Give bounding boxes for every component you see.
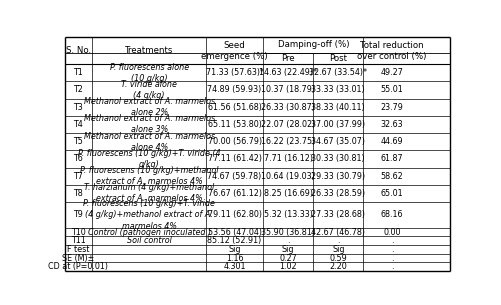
Text: SE (M)±: SE (M)± xyxy=(62,253,95,263)
Text: T2: T2 xyxy=(74,85,83,95)
Text: T. harzianum (4 g/kg)+methanol
extract of A. marmelos 4%: T. harzianum (4 g/kg)+methanol extract o… xyxy=(84,183,214,203)
Text: T4: T4 xyxy=(74,120,83,129)
Text: .: . xyxy=(287,236,290,245)
Text: 71.33 (57.63)*: 71.33 (57.63)* xyxy=(205,68,264,77)
Text: Methanol extract of A. marmelos
alone 3%: Methanol extract of A. marmelos alone 3% xyxy=(84,114,215,135)
Text: 74.89 (59.93): 74.89 (59.93) xyxy=(207,85,262,95)
Text: 32.67 (33.54)*: 32.67 (33.54)* xyxy=(309,68,367,77)
Text: 0.27: 0.27 xyxy=(280,253,297,263)
Text: T8: T8 xyxy=(74,189,83,198)
Text: Methanol extract of A. marmelos
alone 4%: Methanol extract of A. marmelos alone 4% xyxy=(84,132,215,152)
Text: .: . xyxy=(391,236,393,245)
Text: Damping-off (%): Damping-off (%) xyxy=(278,40,349,49)
Text: 61.87: 61.87 xyxy=(381,154,403,163)
Text: T9: T9 xyxy=(74,210,83,219)
Text: Post: Post xyxy=(329,54,347,63)
Text: Soil control: Soil control xyxy=(127,236,172,245)
Text: 10.64 (19.03): 10.64 (19.03) xyxy=(262,172,315,181)
Text: Total reduction
over control (%): Total reduction over control (%) xyxy=(357,41,426,61)
Text: 26.33 (28.59): 26.33 (28.59) xyxy=(311,189,365,198)
Text: 0.00: 0.00 xyxy=(383,228,401,237)
Text: 29.33 (30.79): 29.33 (30.79) xyxy=(311,172,365,181)
Text: P. fluorescens alone
(10 g/kg): P. fluorescens alone (10 g/kg) xyxy=(110,63,189,83)
Text: 0.59: 0.59 xyxy=(330,253,347,263)
Text: Treatments: Treatments xyxy=(125,46,173,55)
Text: P. fluorescens (10 g/kg)+methanol
extract of A. marmelos 4%: P. fluorescens (10 g/kg)+methanol extrac… xyxy=(80,166,218,186)
Text: 33.33 (33.01): 33.33 (33.01) xyxy=(312,85,365,95)
Text: 68.16: 68.16 xyxy=(381,210,403,219)
Text: Sig: Sig xyxy=(228,245,241,254)
Text: 34.67 (35.07): 34.67 (35.07) xyxy=(311,137,365,146)
Text: 42.67 (46.78): 42.67 (46.78) xyxy=(311,228,365,237)
Text: T11: T11 xyxy=(71,236,86,245)
Text: 49.27: 49.27 xyxy=(380,68,403,77)
Text: 1.16: 1.16 xyxy=(226,253,243,263)
Text: P. fluorescens (10 g/kg)+T. viride (4
g/kg): P. fluorescens (10 g/kg)+T. viride (4 g/… xyxy=(78,149,220,169)
Text: Sig: Sig xyxy=(282,245,295,254)
Text: 38.33 (40.11): 38.33 (40.11) xyxy=(312,103,365,112)
Text: P. fluorescens (10 g/kg)+T. viride
(4 g/kg)+methanol extract of A.
marmelos 4%: P. fluorescens (10 g/kg)+T. viride (4 g/… xyxy=(83,199,215,231)
Text: F test: F test xyxy=(67,245,90,254)
Text: 32.63: 32.63 xyxy=(381,120,403,129)
Text: T6: T6 xyxy=(74,154,83,163)
Text: 70.00 (56.79): 70.00 (56.79) xyxy=(207,137,262,146)
Text: 22.07 (28.02): 22.07 (28.02) xyxy=(261,120,315,129)
Text: 30.33 (30.81): 30.33 (30.81) xyxy=(312,154,365,163)
Text: 58.62: 58.62 xyxy=(381,172,403,181)
Text: Sig: Sig xyxy=(332,245,345,254)
Text: T3: T3 xyxy=(74,103,83,112)
Text: 27.33 (28.68): 27.33 (28.68) xyxy=(311,210,365,219)
Text: 76.67 (61.12): 76.67 (61.12) xyxy=(207,189,262,198)
Text: 79.11 (62.80): 79.11 (62.80) xyxy=(207,210,262,219)
Text: Methanol extract of A. marmelos
alone 2%: Methanol extract of A. marmelos alone 2% xyxy=(84,97,215,117)
Text: 44.69: 44.69 xyxy=(381,137,403,146)
Text: 65.01: 65.01 xyxy=(381,189,403,198)
Text: 2.20: 2.20 xyxy=(330,262,347,271)
Text: .: . xyxy=(391,245,393,254)
Text: 37.00 (37.99): 37.00 (37.99) xyxy=(311,120,365,129)
Text: T10: T10 xyxy=(71,228,86,237)
Text: Control (pathogen inoculated ): Control (pathogen inoculated ) xyxy=(88,228,211,237)
Text: CD at (P=0.01): CD at (P=0.01) xyxy=(49,262,108,271)
Text: T. viride alone
(4 g/kg): T. viride alone (4 g/kg) xyxy=(121,80,177,100)
Text: 26.33 (30.87): 26.33 (30.87) xyxy=(261,103,315,112)
Text: Seed
emergence (%): Seed emergence (%) xyxy=(201,41,268,61)
Text: 55.01: 55.01 xyxy=(381,85,403,95)
Text: 16.22 (23.75): 16.22 (23.75) xyxy=(261,137,315,146)
Text: T1: T1 xyxy=(74,68,83,77)
Text: 85.12 (52.91): 85.12 (52.91) xyxy=(207,236,262,245)
Text: 53.56 (47.04): 53.56 (47.04) xyxy=(207,228,262,237)
Text: S. No.: S. No. xyxy=(66,46,91,55)
Text: 10.37 (18.79): 10.37 (18.79) xyxy=(261,85,315,95)
Text: 23.79: 23.79 xyxy=(380,103,403,112)
Text: .: . xyxy=(337,236,340,245)
Text: 8.25 (16.69): 8.25 (16.69) xyxy=(264,189,313,198)
Text: 65.11 (53.80): 65.11 (53.80) xyxy=(207,120,262,129)
Text: 1.02: 1.02 xyxy=(280,262,297,271)
Text: 61.56 (51.68): 61.56 (51.68) xyxy=(207,103,262,112)
Text: 77.11 (61.42): 77.11 (61.42) xyxy=(207,154,262,163)
Text: .: . xyxy=(391,262,393,271)
Text: T7: T7 xyxy=(74,172,83,181)
Text: .: . xyxy=(391,253,393,263)
Text: 14.63 (22.49)*: 14.63 (22.49)* xyxy=(259,68,317,77)
Text: 4.301: 4.301 xyxy=(223,262,246,271)
Text: 5.32 (13.33): 5.32 (13.33) xyxy=(264,210,313,219)
Text: 35.90 (36.81): 35.90 (36.81) xyxy=(261,228,315,237)
Text: Pre: Pre xyxy=(282,54,295,63)
Text: 7.71 (16.12): 7.71 (16.12) xyxy=(264,154,313,163)
Text: 74.67 (59.78): 74.67 (59.78) xyxy=(207,172,262,181)
Text: T5: T5 xyxy=(74,137,83,146)
